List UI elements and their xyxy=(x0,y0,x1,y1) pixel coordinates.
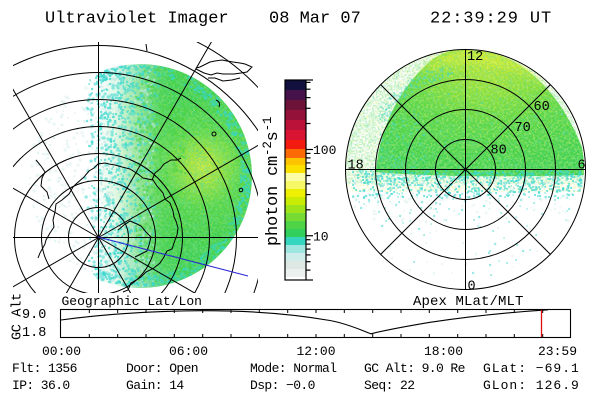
svg-text:IP: 36.0: IP: 36.0 xyxy=(12,378,70,393)
svg-text:GC Alt: 9.0 Re: GC Alt: 9.0 Re xyxy=(364,361,465,376)
svg-text:9.0: 9.0 xyxy=(22,308,46,323)
svg-text:80: 80 xyxy=(491,143,507,158)
svg-text:70: 70 xyxy=(515,121,531,136)
svg-text:100: 100 xyxy=(313,143,336,158)
svg-text:22:39:29 UT: 22:39:29 UT xyxy=(430,10,552,29)
svg-text:Seq: 22: Seq: 22 xyxy=(364,378,414,393)
svg-text:10: 10 xyxy=(313,230,329,245)
svg-text:Door: Open: Door: Open xyxy=(126,361,198,376)
svg-text:Gain: 14: Gain: 14 xyxy=(126,378,184,393)
svg-text:GLon: 126.9: GLon: 126.9 xyxy=(483,378,580,393)
svg-text:12:00: 12:00 xyxy=(297,344,336,359)
svg-text:18:00: 18:00 xyxy=(424,344,463,359)
svg-text:Geographic Lat/Lon: Geographic Lat/Lon xyxy=(62,294,202,309)
svg-text:00:00: 00:00 xyxy=(42,344,81,359)
svg-text:1.8: 1.8 xyxy=(22,326,46,341)
svg-text:Flt: 1356: Flt: 1356 xyxy=(12,361,77,376)
svg-text:GC Alt: GC Alt xyxy=(11,293,26,340)
svg-text:06:00: 06:00 xyxy=(169,344,208,359)
svg-text:Ultraviolet Imager: Ultraviolet Imager xyxy=(45,10,229,29)
svg-text:Dsp: −0.0: Dsp: −0.0 xyxy=(250,378,315,393)
svg-text:08 Mar 07: 08 Mar 07 xyxy=(269,10,361,29)
svg-text:12: 12 xyxy=(467,50,483,65)
svg-text:60: 60 xyxy=(534,100,550,115)
svg-text:photon cm-2s-1: photon cm-2s-1 xyxy=(261,117,283,246)
svg-text:Mode: Normal: Mode: Normal xyxy=(250,361,337,376)
svg-text:23:59: 23:59 xyxy=(538,344,577,359)
svg-text:0: 0 xyxy=(468,280,476,295)
svg-text:GLat: −69.1: GLat: −69.1 xyxy=(483,361,580,376)
svg-text:18: 18 xyxy=(348,159,364,174)
svg-text:6: 6 xyxy=(578,159,586,174)
svg-text:Apex MLat/MLT: Apex MLat/MLT xyxy=(413,294,524,310)
